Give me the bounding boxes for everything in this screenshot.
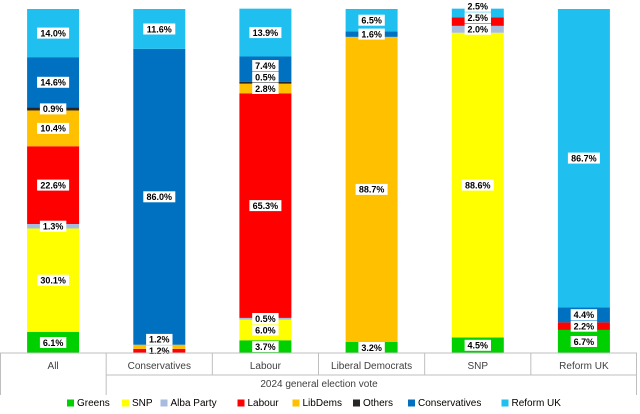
x-tick-label-all: All: [48, 361, 59, 372]
x-tick-label-conservatives: Conservatives: [128, 361, 191, 372]
data-label-snp-reform-uk: 2.5%: [468, 2, 489, 12]
x-axis-title: 2024 general election vote: [260, 379, 378, 390]
data-label-bg: [358, 14, 385, 26]
data-label-bg: [464, 12, 491, 24]
bars-layer: [27, 8, 610, 353]
data-label-liberal-democrats-libdems: 88.7%: [359, 185, 385, 195]
data-label-reform-uk-greens: 6.7%: [574, 337, 595, 347]
x-tick-label-snp: SNP: [468, 361, 489, 372]
x-tick-label-liberal-democrats: Liberal Democrats: [331, 361, 412, 372]
data-label-all-conservatives: 14.6%: [40, 78, 66, 88]
data-labels-layer: 6.1% 30.1% 1.3% 22.6% 10.4% 0.9% 14.6% 14.0% 1.2…: [37, 0, 600, 357]
data-label-bg: [143, 23, 176, 35]
data-label-snp-greens: 4.5%: [468, 341, 489, 351]
legend-label-labour: Labour: [248, 398, 280, 409]
legend-label-libdems: LibDems: [303, 398, 342, 409]
data-label-liberal-democrats-reform-uk: 6.5%: [361, 16, 382, 26]
data-label-bg: [464, 23, 491, 35]
data-label-bg: [39, 337, 67, 348]
legend-swatch-others: [353, 399, 360, 407]
legend-swatch-conservatives: [408, 399, 415, 407]
data-label-conservatives-reform-uk: 11.6%: [147, 24, 172, 34]
data-label-bg: [39, 103, 67, 115]
data-label-bg: [252, 71, 279, 83]
data-label-bg: [37, 179, 70, 191]
bar-segment-labour-others: [239, 81, 292, 84]
data-label-bg: [39, 220, 67, 232]
legend-swatch-labour: [237, 399, 245, 407]
legend-label-greens: Greens: [77, 398, 110, 409]
data-label-bg: [37, 27, 70, 39]
data-label-labour-others: 0.5%: [255, 72, 276, 82]
data-label-conservatives-libdems: 1.2%: [149, 335, 170, 345]
x-axis: All Conservatives Labour Liberal Democrats S…: [0, 352, 637, 395]
data-label-labour-labour: 65.3%: [253, 201, 279, 211]
data-label-liberal-democrats-conservatives: 1.6%: [361, 29, 382, 39]
legend-swatch-reform-uk: [501, 399, 509, 407]
data-label-conservatives-labour: 1.2%: [149, 346, 170, 356]
data-label-bg: [249, 27, 282, 39]
data-label-labour-reform-uk: 13.9%: [253, 28, 279, 38]
x-tick-label-reform-uk: Reform UK: [559, 361, 609, 372]
data-label-bg: [252, 341, 279, 353]
data-label-reform-uk-conservatives: 4.4%: [574, 310, 595, 320]
data-label-bg: [249, 200, 282, 212]
data-label-snp-alba-party: 2.0%: [468, 25, 489, 35]
data-label-labour-libdems: 2.8%: [255, 84, 276, 94]
data-label-bg: [252, 83, 279, 94]
legend-label-alba-party: Alba Party: [171, 398, 217, 409]
data-label-bg: [143, 191, 176, 203]
data-label-bg: [570, 320, 598, 332]
data-label-bg: [37, 76, 70, 88]
data-label-bg: [464, 339, 491, 351]
data-label-bg: [570, 336, 598, 347]
data-label-bg: [567, 152, 600, 164]
data-label-all-labour: 22.6%: [40, 180, 66, 190]
legend-label-others: Others: [363, 398, 393, 409]
data-label-liberal-democrats-greens: 3.2%: [361, 343, 382, 353]
data-label-labour-snp: 6.0%: [255, 325, 276, 335]
legend: Greens SNP Alba Party Labour LibDems Others Co…: [67, 398, 561, 409]
legend-swatch-greens: [67, 399, 74, 407]
data-label-bg: [570, 309, 598, 321]
data-label-labour-greens: 3.7%: [255, 342, 276, 352]
data-label-all-snp: 30.1%: [40, 276, 66, 286]
data-label-bg: [252, 313, 279, 324]
data-label-all-reform-uk: 14.0%: [40, 28, 66, 38]
data-label-all-others: 0.9%: [43, 104, 64, 114]
data-label-bg: [37, 274, 70, 286]
data-label-bg: [146, 345, 173, 357]
legend-swatch-snp: [122, 399, 129, 407]
data-label-all-alba-party: 1.3%: [43, 222, 64, 232]
data-label-bg: [146, 333, 173, 345]
data-label-bg: [37, 122, 70, 134]
data-label-snp-labour: 2.5%: [468, 13, 489, 23]
legend-label-snp: SNP: [132, 398, 153, 409]
x-tick-label-labour: Labour: [250, 361, 282, 372]
legend-label-conservatives: Conservatives: [418, 398, 481, 409]
data-label-bg: [461, 179, 494, 191]
data-label-labour-alba-party: 0.5%: [255, 314, 276, 324]
data-label-bg: [252, 324, 279, 336]
data-label-reform-uk-reform-uk: 86.7%: [571, 153, 597, 163]
data-label-bg: [252, 60, 279, 71]
legend-swatch-alba-party: [160, 399, 168, 407]
data-label-bg: [358, 342, 385, 353]
data-label-bg: [355, 183, 388, 195]
data-label-conservatives-conservatives: 86.0%: [147, 192, 173, 202]
legend-label-reform-uk: Reform UK: [512, 398, 562, 409]
data-label-reform-uk-labour: 2.2%: [574, 322, 595, 332]
data-label-all-libdems: 10.4%: [40, 124, 66, 134]
data-label-labour-conservatives: 7.4%: [255, 61, 276, 71]
data-label-bg: [358, 28, 385, 40]
data-label-snp-snp: 88.6%: [465, 180, 491, 190]
data-label-all-greens: 6.1%: [43, 338, 64, 348]
data-label-bg: [464, 0, 491, 12]
legend-swatch-libdems: [292, 399, 300, 407]
